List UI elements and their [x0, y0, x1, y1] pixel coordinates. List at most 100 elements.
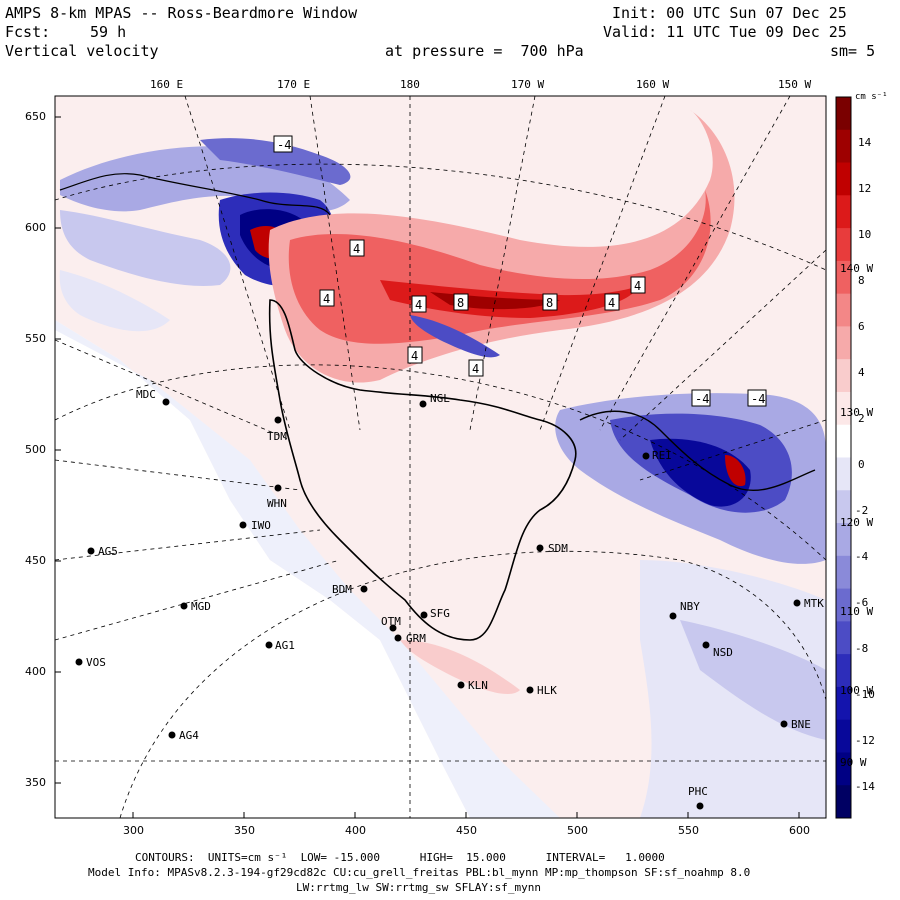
contour-label-4-f: 4 [634, 279, 641, 293]
lon-label-160E: 160 E [150, 78, 184, 91]
colorbar-block [836, 162, 851, 196]
colorbar-label: -2 [855, 504, 869, 517]
x-tick-450: 450 [456, 824, 477, 837]
lon-label-160W: 160 W [636, 78, 670, 91]
contour-label-8-b: 8 [546, 296, 553, 310]
colorbar-block [836, 686, 851, 721]
lon-label-110W: 110 W [840, 605, 874, 618]
colorbar-label: -12 [855, 734, 875, 747]
station-GRM: GRM [406, 632, 426, 645]
contour-label-4-d: 4 [411, 349, 418, 363]
colorbar-block [836, 785, 851, 819]
y-tick-500: 500 [25, 443, 46, 456]
station-BNE: BNE [791, 718, 811, 731]
white-area [55, 320, 470, 818]
contour-label-4-a: 4 [353, 242, 360, 256]
colorbar-block [836, 654, 851, 688]
station-SDM: SDM [548, 542, 568, 555]
descent-streak [410, 315, 500, 358]
colorbar-block [836, 588, 851, 622]
station-SFG: SFG [430, 607, 450, 620]
contour-label-8-a: 8 [457, 296, 464, 310]
y-tick-350: 350 [25, 776, 46, 789]
station-NSD: NSD [713, 646, 733, 659]
station-HLK: HLK [537, 684, 557, 697]
colorbar-block [836, 752, 851, 786]
station-REI: REI [652, 449, 672, 462]
station-IWO: IWO [251, 519, 271, 532]
colorbar-block [836, 195, 851, 229]
station-NGL: NGL [430, 392, 450, 405]
x-tick-550: 550 [678, 824, 699, 837]
contour-label-4-c: 4 [415, 298, 422, 312]
colorbar-block [836, 490, 851, 524]
pressure-level: at pressure = 700 hPa [385, 42, 584, 60]
colorbar [835, 96, 852, 819]
colorbar-block [836, 326, 851, 360]
left-blue-patch [60, 210, 231, 286]
station-BDM: BDM [332, 583, 352, 596]
x-tick-500: 500 [567, 824, 588, 837]
station-NBY: NBY [680, 600, 700, 613]
colorbar-label: 0 [858, 458, 865, 471]
colorbar-label: 12 [858, 182, 872, 195]
left-light-blue-patch [59, 270, 170, 332]
colorbar-block [836, 523, 851, 557]
lon-label-90W: 90 W [840, 756, 867, 769]
station-MTK: MTK [804, 597, 824, 610]
colorbar-block [836, 260, 851, 295]
station-VOS: VOS [86, 656, 106, 669]
colorbar-label: 14 [858, 136, 872, 149]
lon-label-150W: 150 W [778, 78, 812, 91]
lon-label-100W: 100 W [840, 684, 874, 697]
contour-label-4-g: 4 [472, 362, 479, 376]
y-tick-450: 450 [25, 554, 46, 567]
map-title: AMPS 8-km MPAS -- Ross-Beardmore Window [5, 4, 358, 22]
x-tick-300: 300 [123, 824, 144, 837]
x-tick-600: 600 [789, 824, 810, 837]
upper-blue-core [200, 138, 351, 185]
contour-label-4-e: 4 [608, 296, 615, 310]
colorbar-label: 10 [858, 228, 872, 241]
lon-label-180: 180 [400, 78, 420, 91]
forecast-hour: 59 h [90, 23, 127, 41]
lon-label-130W: 130 W [840, 406, 874, 419]
lower-right-blue-mid [680, 620, 826, 740]
station-MDC: MDC [136, 388, 156, 401]
lon-label-170E: 170 E [277, 78, 311, 91]
y-tick-550: 550 [25, 332, 46, 345]
coastline [268, 299, 577, 641]
valid-time: Valid: 11 UTC Tue 09 Dec 25 [603, 23, 847, 41]
light-blue-field [55, 320, 560, 818]
contour-label-neg4-b: -4 [695, 392, 709, 406]
colorbar-block [836, 621, 851, 655]
colorbar-block [836, 555, 851, 590]
lon-label-120W: 120 W [840, 516, 874, 529]
colorbar-label: -4 [855, 550, 869, 563]
station-WHN: WHN [267, 497, 287, 510]
station-KLN: KLN [468, 679, 488, 692]
station-TDM: TDM [267, 430, 287, 443]
lower-red-stripe [400, 640, 520, 695]
colorbar-block [836, 424, 851, 458]
station-MGD: MGD [191, 600, 211, 613]
colorbar-label: -14 [855, 780, 875, 793]
colorbar-block [836, 719, 851, 753]
contour-label-4-b: 4 [323, 292, 330, 306]
smoothing-level: sm= 5 [830, 42, 876, 60]
x-tick-350: 350 [234, 824, 255, 837]
lon-label-170W: 170 W [511, 78, 545, 91]
colorbar-block [836, 228, 851, 262]
colorbar-units: cm s⁻¹ [855, 92, 888, 102]
station-AG4: AG4 [179, 729, 199, 742]
contour-label-neg4-top: -4 [277, 138, 291, 152]
contour-labels: -4 4 4 4 4 8 8 4 4 4 -4 -4 [273, 135, 767, 407]
graticule [55, 96, 826, 818]
colorbar-label: -6 [855, 596, 869, 609]
stations: MDC TDM NGL WHN IWO AG5 SDM BDM OTM SFG … [75, 388, 824, 810]
y-tick-600: 600 [25, 221, 46, 234]
colorbar-block [836, 97, 851, 131]
station-AG1: AG1 [275, 639, 295, 652]
colorbar-label: 8 [858, 274, 865, 287]
